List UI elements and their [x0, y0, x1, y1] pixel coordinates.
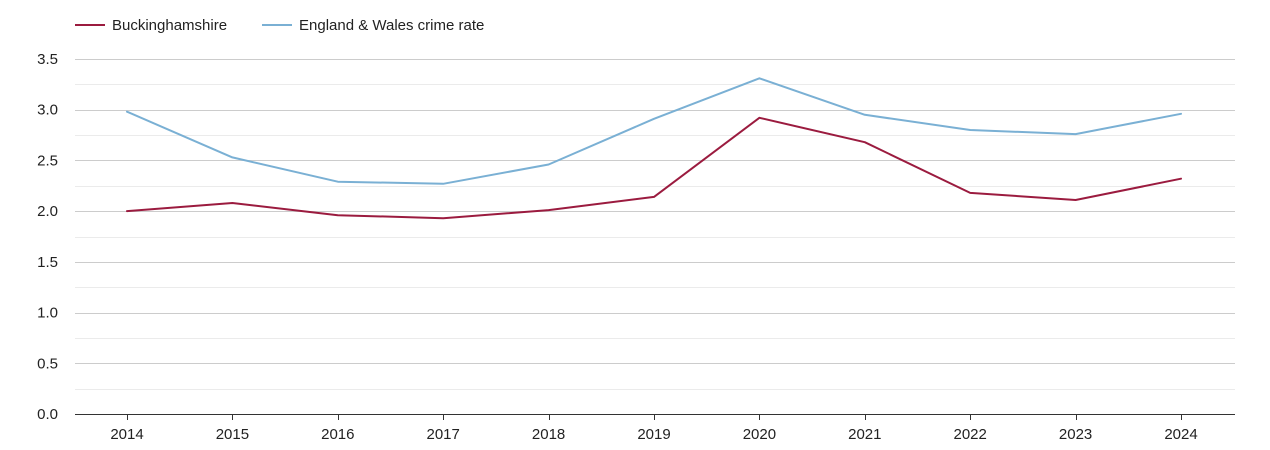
legend-label: England & Wales crime rate	[299, 17, 484, 34]
x-tick-label: 2016	[321, 426, 354, 443]
series-line-buckinghamshire	[126, 116, 1182, 220]
legend-label: Buckinghamshire	[112, 17, 227, 34]
x-tick-label: 2022	[954, 426, 987, 443]
legend: Buckinghamshire England & Wales crime rat…	[75, 17, 484, 34]
y-tick-label: 0.5	[37, 355, 58, 372]
grid	[75, 59, 1235, 390]
y-tick-label: 2.5	[37, 152, 58, 169]
x-tick-label: 2023	[1059, 426, 1092, 443]
x-tick-label: 2017	[427, 426, 460, 443]
series-line-england-wales-crime-rate	[126, 77, 1182, 185]
y-tick-label: 1.5	[37, 254, 58, 271]
x-tick-label: 2019	[637, 426, 670, 443]
series-group	[126, 77, 1182, 220]
x-tick-label: 2020	[743, 426, 776, 443]
x-tick-label: 2014	[110, 426, 143, 443]
y-tick-label: 2.0	[37, 203, 58, 220]
x-tick-label: 2021	[848, 426, 881, 443]
y-tick-label: 1.0	[37, 305, 58, 322]
y-tick-label: 0.0	[37, 406, 58, 423]
y-tick-label: 3.0	[37, 102, 58, 119]
x-tick-label: 2018	[532, 426, 565, 443]
x-tick-label: 2024	[1164, 426, 1197, 443]
y-tick-label: 3.5	[37, 51, 58, 68]
x-tick-label: 2015	[216, 426, 249, 443]
x-axis-ticks: 2014 2015 2016 2017 2018 2019 2020 2021 2022 2023…	[110, 414, 1198, 443]
y-axis-ticks: 0.0 0.5 1.0 1.5 2.0 2.5 3.0 3.5	[37, 51, 58, 423]
